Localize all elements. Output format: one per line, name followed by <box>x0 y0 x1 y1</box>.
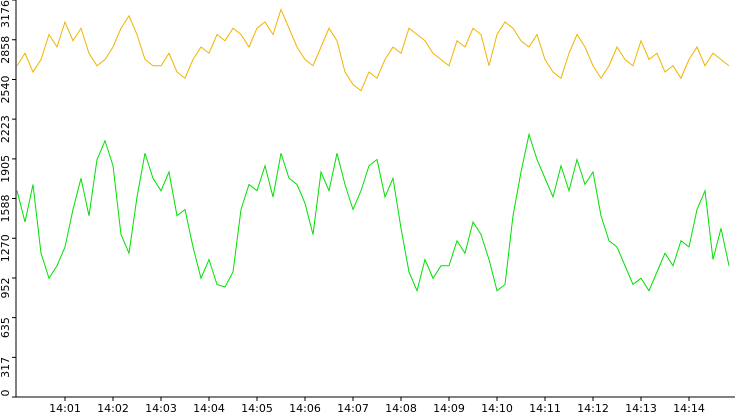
x-tick-label: 14:13 <box>625 402 657 415</box>
line <box>16 132 730 293</box>
x-tick-label: 14:09 <box>433 402 465 415</box>
x-tick-label: 14:05 <box>241 402 273 415</box>
y-tick-label: 2540 <box>0 76 12 104</box>
x-tick-label: 14:04 <box>193 402 225 415</box>
x-tick-label: 14:06 <box>289 402 321 415</box>
x-tick-label: 14:11 <box>529 402 561 415</box>
line <box>16 8 730 92</box>
y-tick-label: 0 <box>0 390 12 397</box>
x-tick-label: 14:14 <box>673 402 705 415</box>
y-tick-label: 635 <box>0 317 12 338</box>
y-tick-label: 1905 <box>0 155 12 183</box>
x-tick-label: 14:12 <box>577 402 609 415</box>
x-tick-label: 14:01 <box>49 402 81 415</box>
x-tick-label: 14:03 <box>145 402 177 415</box>
y-tick-label: 1270 <box>0 234 12 262</box>
y-tick-label: 2858 <box>0 36 12 64</box>
y-tick-label: 2223 <box>0 115 12 143</box>
x-tick-label: 14:10 <box>481 402 513 415</box>
y-tick-label: 952 <box>0 278 12 299</box>
x-tick-label: 14:08 <box>385 402 417 415</box>
y-tick-label: 317 <box>0 357 12 378</box>
x-tick-label: 14:02 <box>97 402 129 415</box>
y-tick-label: 1588 <box>0 195 12 223</box>
x-tick-label: 14:07 <box>337 402 369 415</box>
y-tick-label: 3176 <box>0 0 12 28</box>
